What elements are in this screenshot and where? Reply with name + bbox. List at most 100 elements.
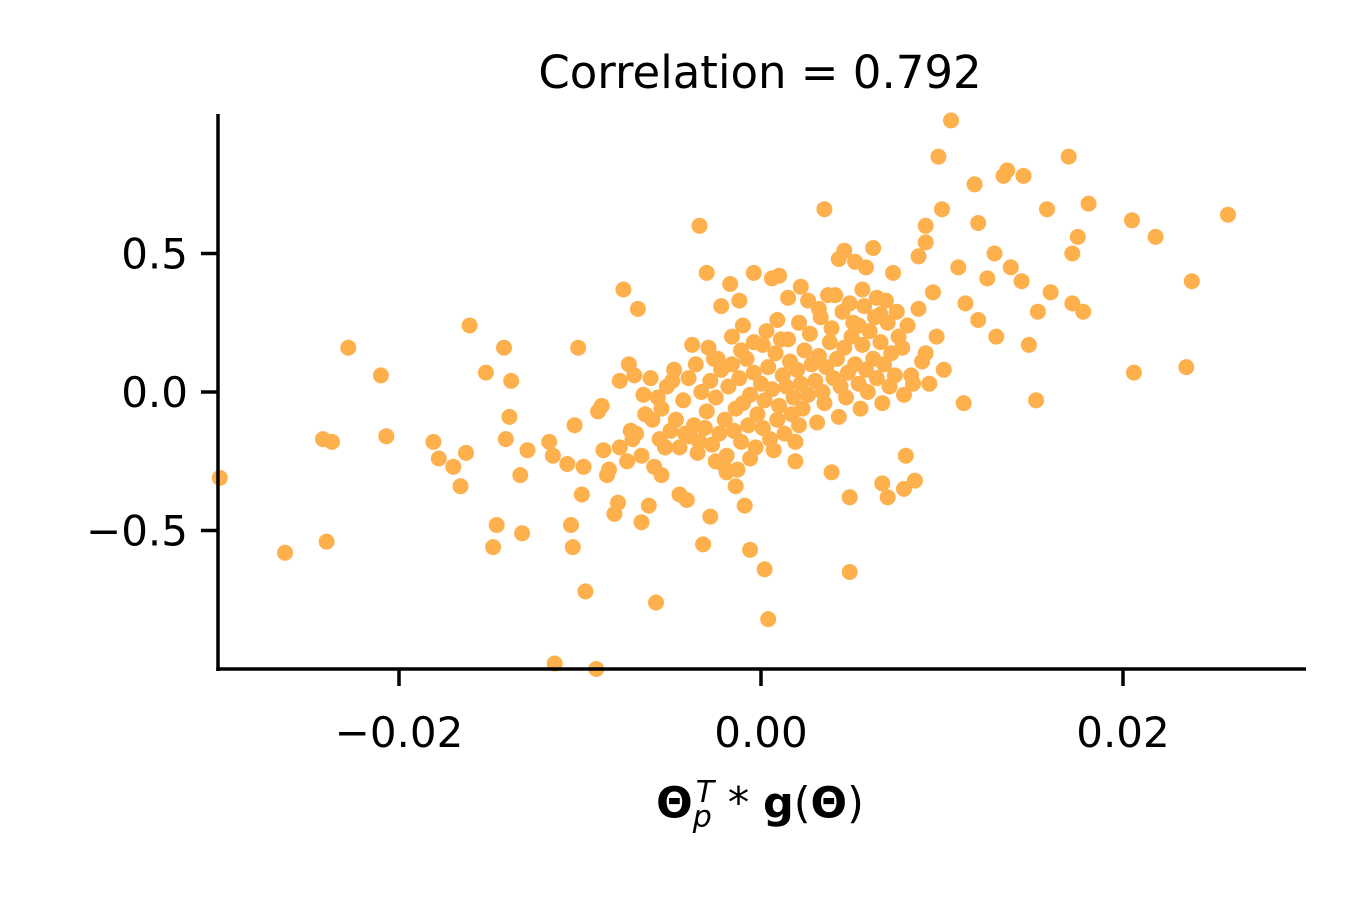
scatter-point — [810, 300, 827, 317]
scatter-point — [771, 267, 788, 284]
scatter-point — [906, 472, 923, 489]
scatter-point — [771, 397, 788, 414]
scatter-point — [754, 336, 771, 353]
scatter-point — [874, 475, 891, 492]
scatter-point — [780, 289, 797, 306]
scatter-point — [644, 411, 661, 428]
scatter-point — [696, 420, 713, 436]
scatter-point — [1020, 336, 1037, 353]
scatter-point — [970, 215, 987, 231]
scatter-point — [800, 292, 817, 309]
scatter-point — [722, 276, 739, 292]
scatter-point — [745, 264, 762, 281]
scatter-point — [736, 497, 753, 514]
scatter-point — [816, 395, 833, 412]
scatter-point — [1029, 303, 1046, 320]
scatter-point — [731, 370, 748, 387]
scatter-point — [874, 395, 891, 412]
scatter-point — [854, 336, 871, 353]
scatter-point — [787, 433, 804, 450]
scatter-point — [671, 439, 688, 456]
scatter-point — [452, 478, 469, 495]
scatter-point — [930, 148, 947, 165]
scatter-point — [749, 406, 766, 423]
scatter-point — [1042, 284, 1059, 301]
scatter-point — [785, 389, 802, 406]
scatter-point — [979, 270, 996, 287]
scatter-point — [821, 334, 838, 351]
scatter-point — [651, 431, 668, 448]
scatter-point — [767, 345, 784, 362]
scatter-point — [648, 594, 664, 611]
scatter-point — [318, 533, 335, 550]
scatter-point — [559, 456, 576, 472]
scatter-point — [868, 370, 885, 387]
ticks-layer: −0.02 0.00 0.02 −0.5 0.0 0.5 — [86, 230, 1170, 758]
scatter-point — [649, 389, 666, 406]
scatter-point — [917, 345, 934, 362]
scatter-point — [791, 417, 807, 434]
scatter-point — [836, 242, 853, 259]
scatter-point — [856, 298, 873, 315]
scatter-point — [858, 259, 874, 276]
scatter-point — [716, 411, 733, 428]
scatter-point — [635, 386, 652, 403]
scatter-point — [611, 439, 628, 456]
scatter-point — [485, 539, 502, 556]
xlabel-op: * — [714, 778, 763, 829]
scatter-point — [742, 450, 759, 467]
scatter-point — [727, 478, 744, 495]
scatter-point — [896, 386, 912, 403]
scatter-point — [211, 469, 228, 486]
scatter-point — [1147, 228, 1164, 245]
scatter-point — [378, 428, 395, 445]
scatter-point — [897, 447, 914, 464]
scatter-point — [1124, 212, 1140, 229]
scatter-point — [689, 444, 706, 461]
x-axis-label-wrap: ΘpT * g(Θ) — [0, 775, 1350, 835]
scatter-point — [999, 162, 1016, 179]
scatter-point — [461, 317, 478, 334]
scatter-point — [1069, 228, 1086, 245]
scatter-point — [646, 458, 663, 475]
scatter-point — [986, 245, 1003, 262]
xlabel-g: g — [762, 778, 794, 829]
scatter-point — [1039, 201, 1055, 218]
scatter-point — [1060, 148, 1077, 165]
scatter-point — [792, 278, 809, 295]
scatter-point — [917, 234, 934, 251]
scatter-point — [943, 112, 959, 129]
scatter-point — [899, 317, 916, 334]
scatter-point — [935, 361, 952, 378]
scatter-point — [872, 306, 889, 323]
scatter-point — [859, 384, 876, 400]
scatter-point — [827, 287, 844, 304]
scatter-point — [425, 433, 442, 450]
axes-layer — [216, 114, 1306, 671]
scatter-point — [823, 320, 840, 337]
scatter-point — [575, 458, 592, 475]
chart-title: Correlation = 0.792 — [538, 46, 981, 99]
scatter-point — [854, 281, 871, 298]
scatter-point — [776, 425, 793, 442]
scatter-point — [709, 350, 726, 367]
scatter-point — [702, 508, 719, 525]
scatter-point — [950, 259, 967, 276]
scatter-point — [662, 422, 679, 439]
scatter-point — [684, 336, 701, 353]
scatter-point — [610, 494, 626, 511]
scatter-point — [633, 447, 650, 464]
scatter-point — [772, 331, 789, 348]
scatter-point — [691, 217, 708, 234]
scatter-point — [1028, 392, 1045, 409]
scatter-point — [544, 447, 561, 464]
scatter-point — [593, 397, 610, 414]
scatter-point — [277, 544, 293, 561]
xlabel-sup: T — [695, 775, 715, 810]
scatter-point — [787, 453, 804, 470]
scatter-point — [642, 370, 659, 387]
scatter-point — [488, 517, 505, 533]
scatter-point — [615, 281, 632, 298]
scatter-point — [966, 176, 983, 193]
scatter-point — [910, 248, 927, 265]
